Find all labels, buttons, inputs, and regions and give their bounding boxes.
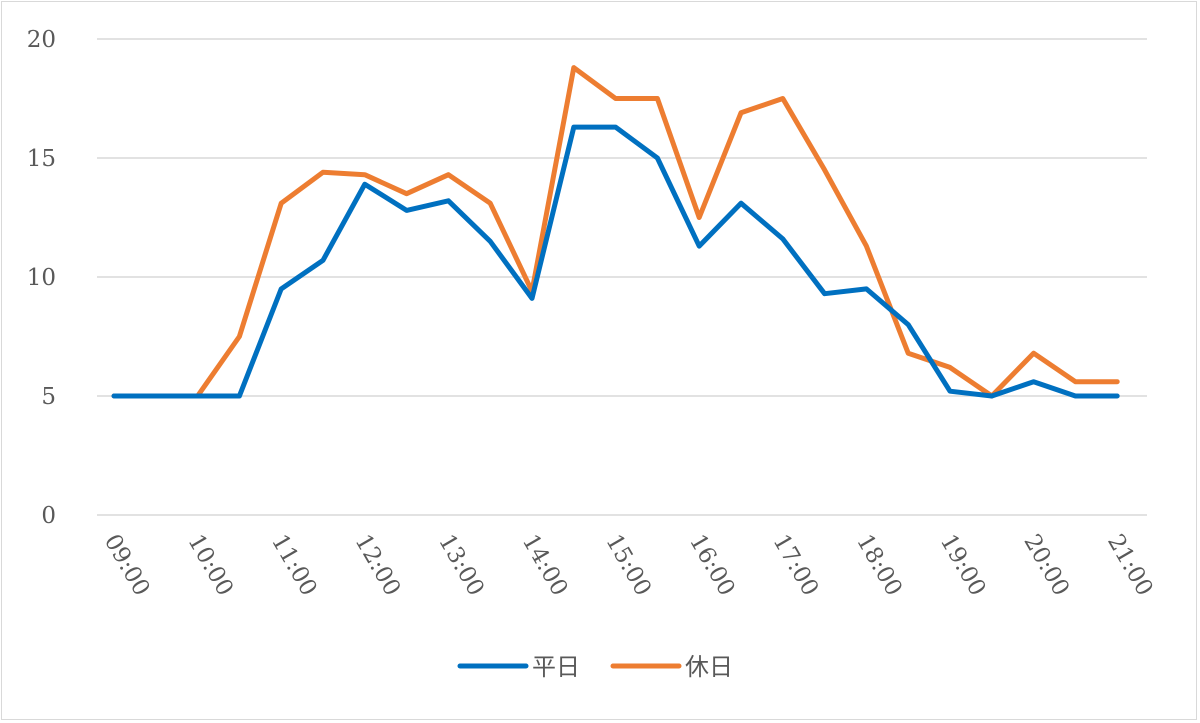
x-tick-label: 21:00 xyxy=(1102,530,1158,600)
series-line-0 xyxy=(111,124,1120,399)
x-tick-label: 17:00 xyxy=(768,530,824,600)
x-axis-ticks: 09:00 10:00 11:00 12:00 13:00 14:00 15:00 16:00… xyxy=(99,530,1158,600)
x-tick-label: 20:00 xyxy=(1018,530,1074,600)
series-lines xyxy=(111,65,1120,399)
legend: 平日 休日 xyxy=(457,653,733,681)
x-tick-label: 13:00 xyxy=(433,530,489,600)
series-line-1 xyxy=(111,65,1120,399)
y-tick-label: 15 xyxy=(27,146,56,172)
y-axis-ticks: 0 5 10 15 20 xyxy=(27,27,56,529)
x-tick-label: 10:00 xyxy=(182,530,238,600)
x-tick-label: 19:00 xyxy=(935,530,991,600)
x-tick-label: 15:00 xyxy=(600,530,656,600)
x-tick-label: 09:00 xyxy=(99,530,155,600)
x-tick-label: 14:00 xyxy=(517,530,573,600)
legend-label: 平日 xyxy=(532,653,580,681)
x-tick-label: 18:00 xyxy=(851,530,907,600)
y-tick-label: 5 xyxy=(41,384,56,410)
x-tick-label: 16:00 xyxy=(684,530,740,600)
x-tick-label: 12:00 xyxy=(350,530,406,600)
y-tick-label: 0 xyxy=(41,503,56,529)
y-tick-label: 20 xyxy=(27,27,56,53)
gridlines xyxy=(97,38,1147,516)
legend-label: 休日 xyxy=(685,653,733,681)
y-tick-label: 10 xyxy=(27,265,56,291)
x-tick-label: 11:00 xyxy=(266,530,322,600)
